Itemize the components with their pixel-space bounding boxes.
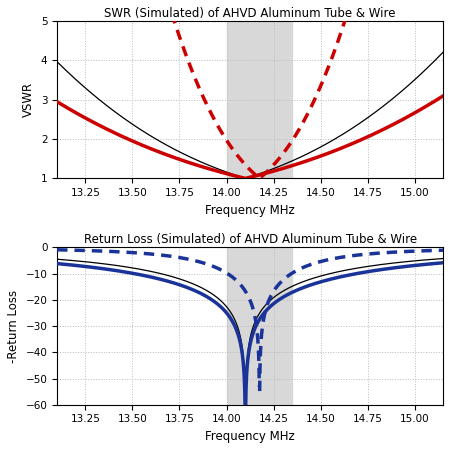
Y-axis label: -Return Loss: -Return Loss [7,290,20,363]
Y-axis label: VSWR: VSWR [22,82,35,117]
Bar [226,248,292,405]
Bar [226,21,292,178]
X-axis label: Frequency MHz: Frequency MHz [205,430,295,443]
Title: SWR (Simulated) of AHVD Aluminum Tube & Wire: SWR (Simulated) of AHVD Aluminum Tube & … [104,7,396,20]
Title: Return Loss (Simulated) of AHVD Aluminum Tube & Wire: Return Loss (Simulated) of AHVD Aluminum… [84,234,417,246]
X-axis label: Frequency MHz: Frequency MHz [205,204,295,216]
